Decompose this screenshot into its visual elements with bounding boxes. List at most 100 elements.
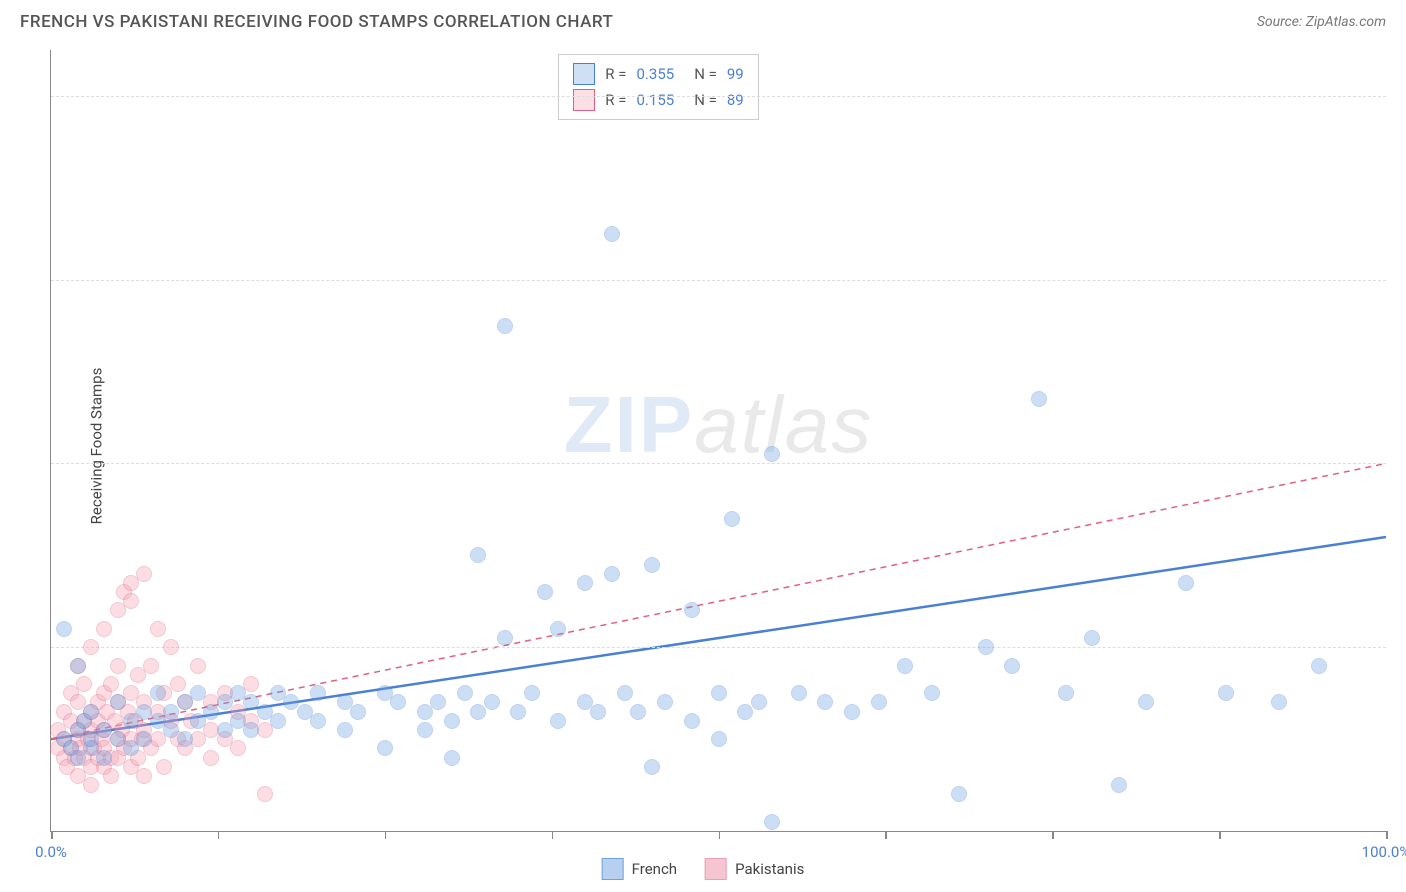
data-point	[604, 226, 620, 242]
data-point	[444, 750, 460, 766]
data-point	[510, 704, 526, 720]
x-tick	[719, 831, 721, 839]
n-label: N =	[694, 91, 717, 109]
data-point	[163, 639, 179, 655]
x-tick-label: 0.0%	[35, 843, 67, 861]
data-point	[897, 658, 913, 674]
data-point	[56, 621, 72, 637]
data-point	[644, 557, 660, 573]
x-tick	[218, 831, 220, 839]
data-point	[170, 676, 186, 692]
data-point	[497, 318, 513, 334]
data-point	[484, 694, 500, 710]
x-tick	[885, 831, 887, 839]
data-point	[711, 731, 727, 747]
r-value: 0.155	[637, 91, 675, 109]
data-point	[1031, 391, 1047, 407]
data-point	[470, 547, 486, 563]
n-label: N =	[694, 65, 717, 83]
y-tick-label: 80.0%	[1391, 87, 1406, 105]
data-point	[136, 566, 152, 582]
legend-label: Pakistanis	[735, 860, 804, 878]
data-point	[604, 566, 620, 582]
data-point	[978, 639, 994, 655]
data-point	[764, 446, 780, 462]
x-tick-label: 100.0%	[1362, 843, 1406, 861]
source-label: Source: ZipAtlas.com	[1257, 14, 1386, 30]
data-point	[243, 676, 259, 692]
x-tick	[1219, 831, 1221, 839]
data-point	[817, 694, 833, 710]
gridline	[51, 647, 1386, 648]
data-point	[871, 694, 887, 710]
data-point	[136, 731, 152, 747]
data-point	[1084, 630, 1100, 646]
legend-swatch	[705, 858, 727, 880]
data-point	[76, 676, 92, 692]
data-point	[791, 685, 807, 701]
data-point	[577, 575, 593, 591]
series-swatch	[573, 63, 595, 85]
legend-swatch	[602, 858, 624, 880]
data-point	[143, 658, 159, 674]
n-value: 89	[727, 91, 744, 109]
x-tick	[51, 831, 53, 839]
data-point	[524, 685, 540, 701]
x-tick	[552, 831, 554, 839]
data-point	[711, 685, 727, 701]
data-point	[270, 713, 286, 729]
data-point	[1218, 685, 1234, 701]
data-point	[550, 621, 566, 637]
gridline	[51, 463, 1386, 464]
r-label: R =	[605, 65, 626, 83]
data-point	[230, 740, 246, 756]
x-tick	[1386, 831, 1388, 839]
data-point	[1138, 694, 1154, 710]
legend-item: Pakistanis	[705, 858, 804, 880]
data-point	[751, 694, 767, 710]
data-point	[497, 630, 513, 646]
data-point	[96, 621, 112, 637]
data-point	[96, 750, 112, 766]
legend-item: French	[602, 858, 677, 880]
data-point	[203, 750, 219, 766]
y-tick-label: 60.0%	[1391, 271, 1406, 289]
stats-row: R = 0.155 N = 89	[573, 87, 743, 113]
data-point	[123, 593, 139, 609]
r-label: R =	[605, 91, 626, 109]
data-point	[444, 713, 460, 729]
r-value: 0.355	[637, 65, 675, 83]
data-point	[103, 676, 119, 692]
gridline	[51, 280, 1386, 281]
data-point	[550, 713, 566, 729]
data-point	[657, 694, 673, 710]
gridline	[51, 96, 1386, 97]
data-point	[136, 768, 152, 784]
data-point	[110, 694, 126, 710]
series-swatch	[573, 89, 595, 111]
data-point	[390, 694, 406, 710]
data-point	[951, 786, 967, 802]
data-point	[417, 722, 433, 738]
x-tick	[385, 831, 387, 839]
data-point	[70, 658, 86, 674]
data-point	[1058, 685, 1074, 701]
y-tick-label: 40.0%	[1391, 454, 1406, 472]
data-point	[177, 731, 193, 747]
chart-title: FRENCH VS PAKISTANI RECEIVING FOOD STAMP…	[20, 12, 613, 32]
data-point	[83, 639, 99, 655]
data-point	[310, 685, 326, 701]
data-point	[924, 685, 940, 701]
data-point	[1004, 658, 1020, 674]
legend-bottom: French Pakistanis	[602, 858, 805, 880]
data-point	[764, 814, 780, 830]
data-point	[1178, 575, 1194, 591]
watermark: ZIPatlas	[564, 379, 873, 471]
data-point	[83, 777, 99, 793]
y-tick-label: 20.0%	[1391, 638, 1406, 656]
data-point	[590, 704, 606, 720]
x-tick	[1052, 831, 1054, 839]
scatter-chart: ZIPatlas R = 0.355N = 99R = 0.155N = 89 …	[50, 50, 1386, 832]
data-point	[617, 685, 633, 701]
data-point	[1111, 777, 1127, 793]
